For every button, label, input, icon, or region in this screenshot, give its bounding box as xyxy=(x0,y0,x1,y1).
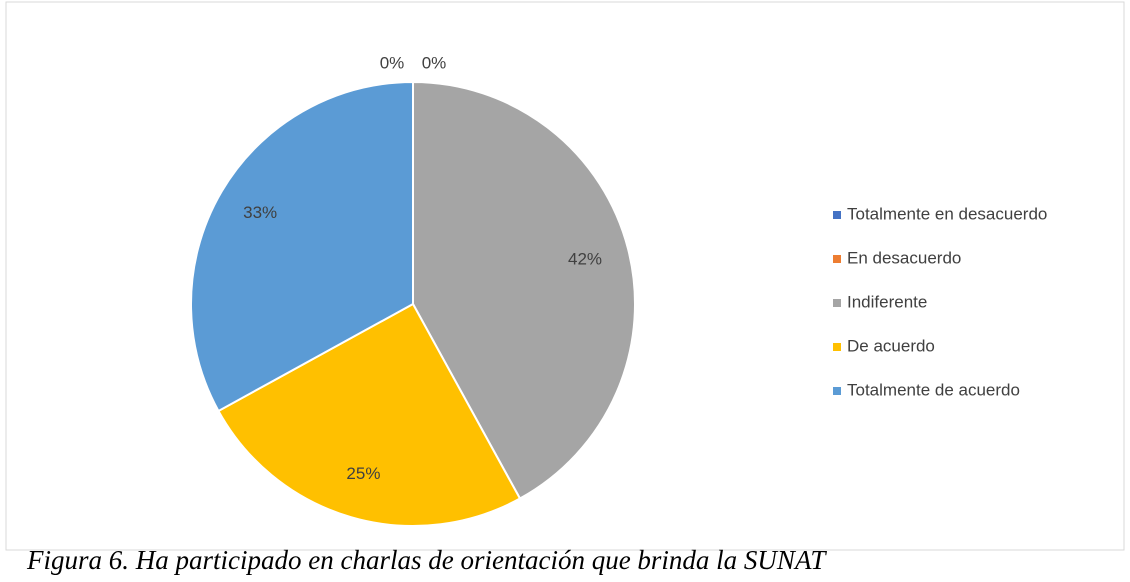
data-label: 33% xyxy=(243,203,277,222)
legend-label: Indiferente xyxy=(847,292,927,311)
legend-swatch xyxy=(833,343,841,351)
pie-slice xyxy=(190,80,414,413)
caption: Figura 6. Ha participado en charlas de o… xyxy=(26,545,827,575)
data-label: 42% xyxy=(568,249,602,268)
legend-label: En desacuerdo xyxy=(847,248,961,267)
data-label: 0% xyxy=(380,53,405,72)
legend-label: Totalmente de acuerdo xyxy=(847,380,1020,399)
data-label: 0% xyxy=(422,53,447,72)
data-label: 25% xyxy=(346,464,380,483)
legend-swatch xyxy=(833,255,841,263)
legend-swatch xyxy=(833,211,841,219)
legend-swatch xyxy=(833,387,841,395)
legend-swatch xyxy=(833,299,841,307)
pie-slice xyxy=(217,302,522,527)
legend-label: De acuerdo xyxy=(847,336,935,355)
pie-slice xyxy=(412,80,636,500)
legend-label: Totalmente en desacuerdo xyxy=(847,204,1047,223)
